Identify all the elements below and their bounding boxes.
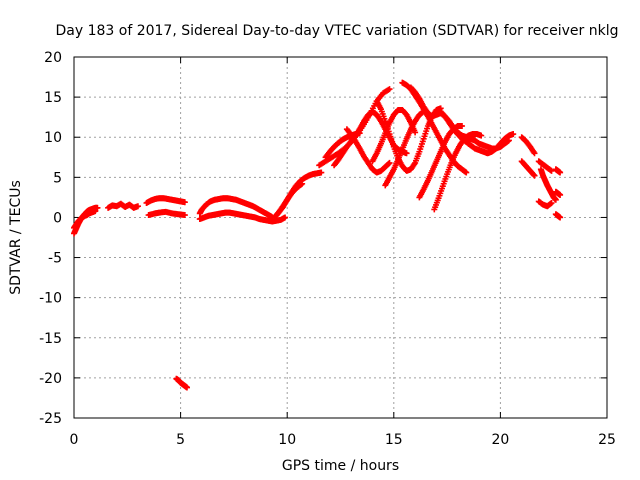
x-tick-label: 5	[176, 432, 185, 448]
data-point	[510, 131, 517, 138]
data-point	[557, 169, 564, 176]
x-tick-label: 10	[278, 432, 296, 448]
y-tick-label: 0	[53, 210, 62, 226]
x-tick-label: 20	[491, 432, 509, 448]
y-tick-label: 20	[44, 50, 62, 66]
data-point	[557, 214, 564, 221]
data-point	[403, 150, 410, 157]
x-tick-label: 15	[385, 432, 403, 448]
y-tick-label: 10	[44, 130, 62, 146]
x-tick-label: 0	[70, 432, 79, 448]
data-point	[183, 384, 190, 391]
data-point	[386, 159, 393, 166]
y-tick-label: -20	[39, 371, 62, 387]
data-point	[530, 171, 537, 178]
x-tick-label: 25	[598, 432, 616, 448]
y-tick-label: -25	[39, 411, 62, 427]
x-axis-label: GPS time / hours	[282, 458, 399, 474]
data-point	[282, 214, 289, 221]
data-point	[181, 199, 188, 206]
data-point	[557, 191, 564, 198]
data-point	[459, 122, 466, 129]
chart-title: Day 183 of 2017, Sidereal Day-to-day VTE…	[56, 23, 619, 39]
data-point	[463, 169, 470, 176]
data-point	[134, 203, 141, 210]
y-tick-label: 15	[44, 90, 62, 106]
data-point	[548, 200, 555, 207]
y-tick-label: 5	[53, 170, 62, 186]
data-point	[92, 208, 99, 215]
data-point	[531, 150, 538, 157]
data-point	[386, 86, 393, 93]
data-point	[548, 167, 555, 174]
y-tick-label: -15	[39, 331, 62, 347]
data-point	[318, 169, 325, 176]
y-tick-label: -5	[48, 251, 62, 267]
data-points	[71, 79, 564, 391]
data-point	[94, 204, 101, 211]
data-point	[531, 172, 538, 179]
plot-frame	[73, 56, 608, 419]
data-point	[478, 132, 485, 139]
data-point	[181, 212, 188, 219]
data-point	[552, 196, 559, 203]
grid	[74, 57, 607, 418]
data-point	[385, 160, 392, 167]
data-point	[299, 180, 306, 187]
axis-ticks: 0 5 10 15 20 25 -25 -20 -15 -10 -5 0 5 10 15 20	[39, 50, 616, 448]
y-tick-label: -10	[39, 291, 62, 307]
data-point	[412, 129, 419, 136]
y-axis-label: SDTVAR / TECUs	[8, 180, 24, 295]
